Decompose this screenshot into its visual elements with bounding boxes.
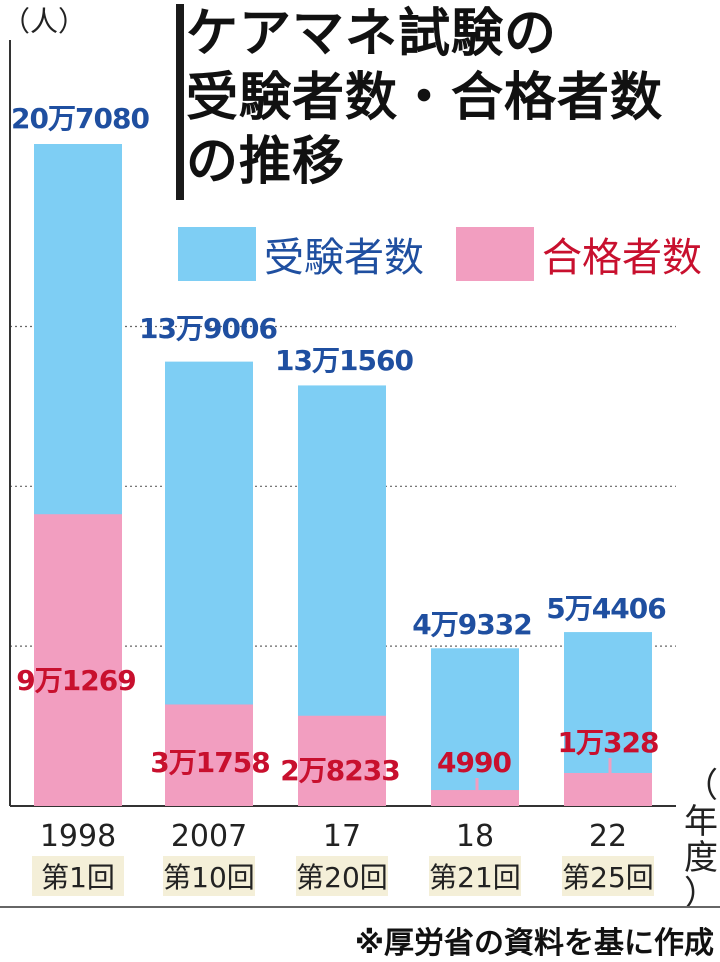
tick-label-round-18: 第21回 xyxy=(429,861,521,894)
tick-label-year-18: 18 xyxy=(456,819,494,854)
bar-passers-17 xyxy=(298,715,386,806)
round-label-bg-17 xyxy=(296,856,388,896)
round-label-bg-18 xyxy=(429,856,521,896)
data-label-examinees-18: 4万9332 xyxy=(412,608,531,641)
legend-swatch-passers xyxy=(456,227,534,281)
tick-label-year-2007: 2007 xyxy=(171,819,247,854)
data-label-examinees-2007: 13万9006 xyxy=(139,312,277,345)
source-note: ※厚労省の資料を基に作成 xyxy=(354,926,714,961)
bar-passers-2007 xyxy=(165,704,253,806)
data-label-examinees-22: 5万4406 xyxy=(546,592,665,625)
data-label-passers-22: 1万328 xyxy=(558,726,659,759)
data-label-examinees-17: 13万1560 xyxy=(275,344,413,377)
title-accent-bar xyxy=(176,4,184,200)
round-label-bg-22 xyxy=(562,856,654,896)
tick-label-year-17: 17 xyxy=(323,819,361,854)
title-line-2: 受験者数・合格者数 xyxy=(186,68,664,128)
tick-label-round-17: 第20回 xyxy=(296,861,388,894)
tick-label-round-22: 第25回 xyxy=(562,861,654,894)
tick-label-round-2007: 第10回 xyxy=(163,861,255,894)
x-axis-unit: （年度） xyxy=(684,766,718,914)
legend-label-passers: 合格者数 xyxy=(542,235,702,281)
footer-divider xyxy=(0,906,720,908)
legend-item-examinees: 受験者数 xyxy=(178,226,424,282)
y-axis-unit: （人） xyxy=(2,5,87,38)
title-line-1: ケアマネ試験の xyxy=(186,4,558,64)
bar-examinees-18 xyxy=(431,648,519,806)
round-label-bg-1998 xyxy=(32,856,124,896)
tick-label-year-22: 22 xyxy=(589,819,627,854)
bar-passers-22 xyxy=(564,772,652,806)
data-label-passers-2007: 3万1758 xyxy=(150,746,269,779)
bar-passers-18 xyxy=(431,790,519,806)
tick-label-round-1998: 第1回 xyxy=(41,861,115,894)
title-line-3: の推移 xyxy=(186,132,346,192)
legend-swatch-examinees xyxy=(178,227,256,281)
data-label-passers-1998: 9万1269 xyxy=(16,664,135,697)
legend-item-passers: 合格者数 xyxy=(456,226,702,282)
chart-title: ケアマネ試験の 受験者数・合格者数 の推移 xyxy=(186,2,716,194)
data-label-examinees-1998: 20万7080 xyxy=(11,102,149,135)
bar-passers-1998 xyxy=(34,514,122,806)
round-label-bg-2007 xyxy=(163,856,255,896)
data-label-passers-18: 4990 xyxy=(437,746,511,779)
data-label-passers-17: 2万8233 xyxy=(280,754,399,787)
legend-label-examinees: 受験者数 xyxy=(264,235,424,281)
tick-label-year-1998: 1998 xyxy=(40,819,116,854)
